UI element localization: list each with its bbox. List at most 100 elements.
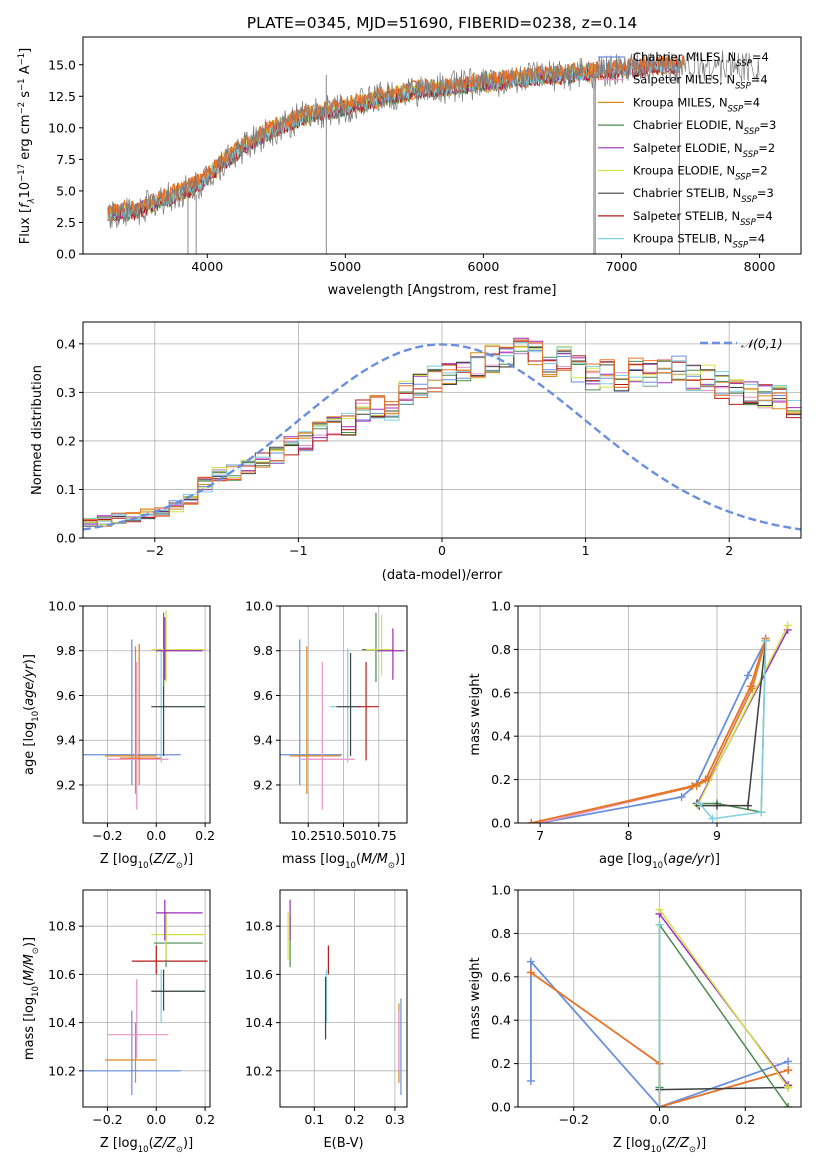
plot-area: [107, 50, 760, 254]
error-bar: [156, 899, 203, 941]
axes-border: [517, 605, 802, 824]
error-bar: [104, 1022, 157, 1083]
error-bar: [107, 661, 169, 810]
mass-weight-line: [531, 638, 767, 823]
y-tick-label: 0.8: [491, 642, 511, 657]
axes-frame: 10.25 10.50 10.75 9.2 9.4 9.6 9.8 10.0: [245, 599, 408, 843]
y-tick-label: 0.4: [491, 729, 511, 744]
y-axis-label: mass weight: [468, 957, 483, 1039]
x-tick-label: −0.2: [559, 1112, 589, 1127]
x-axis-label: mass [log10(M/M⊙)]: [282, 852, 405, 871]
y-tick-label: 0.2: [491, 772, 511, 787]
plot-area: [526, 905, 793, 1107]
y-tick-label: 0.0: [56, 247, 76, 262]
mass-weight-line: [699, 640, 767, 807]
y-tick-label: 0.2: [491, 1056, 511, 1071]
y-tick-label: 9.4: [253, 733, 273, 748]
x-axis-label: Z [log10(Z/Z⊙)]: [100, 852, 193, 871]
y-tick-label: 0.6: [491, 685, 511, 700]
plus-marker: [757, 808, 766, 817]
legend-label: Salpeter ELODIE, NSSP=2: [633, 141, 775, 160]
error-bar: [357, 661, 379, 761]
plus-marker: [695, 799, 704, 808]
y-tick-label: 0.0: [491, 1100, 511, 1115]
error-bar: [366, 614, 395, 676]
y-tick-label: 0.0: [56, 531, 76, 546]
y-tick-label: 1.0: [491, 599, 511, 614]
error-bar: [336, 652, 361, 756]
x-tick-label: 10.25: [290, 828, 326, 843]
y-tick-label: 1.0: [491, 883, 511, 898]
x-tick-label: −2: [146, 543, 164, 558]
plus-marker: [655, 1103, 664, 1107]
legend-label: 𝒩(0,1): [741, 336, 783, 351]
panel-2: −2 −1 0 1 2 0.0 0.1 0.2 0.3 0.4 𝒩(0,1) (data-model)…: [30, 321, 802, 583]
x-tick-label: 0: [438, 543, 446, 558]
mass-weight-line: [659, 1086, 789, 1091]
plus-marker: [784, 1066, 793, 1075]
y-tick-label: 10.2: [48, 1063, 76, 1078]
plus-marker: [708, 814, 717, 823]
legend: Chabrier MILES, NSSP=4 Salpeter MILES, NS…: [598, 50, 776, 251]
x-axis-label: Z [log10(Z/Z⊙)]: [613, 1136, 706, 1155]
gridlines: [83, 890, 210, 1107]
y-tick-label: 9.8: [253, 643, 273, 658]
legend-label: Kroupa STELIB, NSSP=4: [633, 232, 765, 251]
axes-border: [279, 889, 408, 1108]
x-tick-label: 1: [582, 543, 590, 558]
plus-marker: [655, 920, 664, 929]
mass-weight-line: [658, 922, 789, 1107]
y-tick-label: 0.4: [491, 1013, 511, 1028]
y-tick-label: 10.8: [48, 919, 76, 934]
residual-histogram: [83, 348, 801, 525]
panel-1: 4000 5000 6000 7000 8000 0.0 2.5 5.0 7.5 10.0 12.5…: [17, 36, 802, 298]
x-tick-label: 0.2: [195, 828, 215, 843]
y-tick-label: 9.2: [56, 777, 76, 792]
axes-frame: 7 8 9 0.0 0.2 0.4 0.6 0.8 1.0: [491, 599, 802, 843]
x-tick-label: −0.2: [92, 1112, 122, 1127]
axes-frame: −0.2 0.0 0.2 9.2 9.4 9.6 9.8 10.0: [48, 599, 215, 844]
plot-area: [83, 610, 206, 810]
y-tick-label: 2.5: [56, 215, 76, 230]
plot-area: [287, 899, 402, 1095]
y-tick-label: 10.6: [48, 967, 76, 982]
x-axis-label: E(B-V): [323, 1136, 363, 1151]
x-tick-label: 0.2: [345, 1112, 365, 1127]
error-bar: [151, 969, 206, 1023]
y-tick-label: 10.0: [48, 120, 76, 135]
plus-marker: [526, 968, 535, 977]
plus-marker: [526, 957, 535, 966]
residual-histogram: [83, 337, 801, 525]
x-tick-label: 7000: [606, 259, 638, 274]
x-tick-label: 0.1: [304, 1112, 324, 1127]
plot-area: [83, 337, 801, 531]
y-axis-label: mass [log10(M/M⊙)]: [22, 937, 41, 1060]
axes-frame: −0.2 0.0 0.2 0.0 0.2 0.4 0.6 0.8 1.0: [491, 883, 802, 1127]
error-bar: [156, 617, 203, 680]
gridlines: [280, 605, 407, 823]
y-tick-label: 9.6: [56, 688, 76, 703]
y-tick-label: 0.4: [56, 336, 76, 351]
legend-label: Chabrier ELODIE, NSSP=3: [633, 118, 776, 137]
error-bar: [119, 644, 162, 785]
x-tick-label: −1: [289, 543, 307, 558]
panel-5: 7 8 9 0.0 0.2 0.4 0.6 0.8 1.0 age [log10(age/yr)]…: [468, 599, 802, 871]
plus-marker: [701, 775, 710, 784]
legend: 𝒩(0,1): [700, 336, 783, 351]
figure-title: PLATE=0345, MJD=51690, FIBERID=0238, z=0…: [247, 14, 637, 32]
axes-frame: 0.1 0.2 0.3 10.2 10.4 10.6 10.8: [245, 889, 408, 1127]
error-bar: [107, 979, 169, 1059]
axes-border: [82, 605, 211, 824]
plus-marker: [526, 1076, 535, 1085]
error-bar: [151, 969, 206, 1011]
gridlines: [83, 322, 801, 539]
error-bar: [83, 1010, 181, 1095]
panel-6: −0.2 0.0 0.2 10.2 10.4 10.6 10.8 Z [log10(Z/Z⊙)…: [22, 889, 215, 1155]
error-bar: [151, 610, 206, 683]
y-tick-label: 10.6: [245, 967, 273, 982]
legend-label: Chabrier MILES, NSSP=4: [633, 50, 769, 69]
x-tick-label: 7: [536, 828, 544, 843]
gridlines: [518, 605, 801, 824]
error-bar: [151, 911, 206, 960]
observed-spectrum: [107, 50, 760, 229]
